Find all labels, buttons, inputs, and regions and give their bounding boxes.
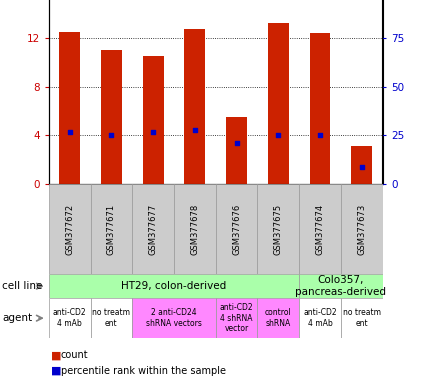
Point	[108, 132, 115, 139]
Text: GSM377675: GSM377675	[274, 204, 283, 255]
Point	[358, 164, 365, 170]
FancyBboxPatch shape	[91, 298, 132, 338]
FancyBboxPatch shape	[91, 184, 132, 274]
FancyBboxPatch shape	[299, 298, 341, 338]
Text: GSM377678: GSM377678	[190, 204, 199, 255]
FancyBboxPatch shape	[258, 184, 299, 274]
FancyBboxPatch shape	[299, 274, 382, 298]
Text: GSM377676: GSM377676	[232, 204, 241, 255]
Text: GSM377677: GSM377677	[149, 204, 158, 255]
FancyBboxPatch shape	[215, 298, 258, 338]
FancyBboxPatch shape	[132, 184, 174, 274]
Point	[317, 132, 323, 139]
Text: GSM377674: GSM377674	[315, 204, 324, 255]
Text: no treatm
ent: no treatm ent	[343, 308, 381, 328]
Text: GSM377673: GSM377673	[357, 204, 366, 255]
FancyBboxPatch shape	[341, 298, 382, 338]
Text: agent: agent	[2, 313, 32, 323]
FancyBboxPatch shape	[49, 274, 299, 298]
Point	[275, 132, 282, 139]
Bar	[184, 30, 205, 184]
Text: no treatm
ent: no treatm ent	[92, 308, 130, 328]
Text: percentile rank within the sample: percentile rank within the sample	[61, 366, 226, 376]
Text: anti-CD2
4 mAb: anti-CD2 4 mAb	[303, 308, 337, 328]
Text: GSM377672: GSM377672	[65, 204, 74, 255]
FancyBboxPatch shape	[299, 184, 341, 274]
Bar	[101, 50, 122, 184]
Text: Colo357,
pancreas-derived: Colo357, pancreas-derived	[295, 275, 386, 297]
Point	[191, 126, 198, 132]
Text: HT29, colon-derived: HT29, colon-derived	[122, 281, 227, 291]
Point	[150, 128, 156, 134]
Text: 2 anti-CD24
shRNA vectors: 2 anti-CD24 shRNA vectors	[146, 308, 202, 328]
Text: anti-CD2
4 shRNA
vector: anti-CD2 4 shRNA vector	[220, 303, 253, 333]
FancyBboxPatch shape	[341, 184, 382, 274]
Text: GSM377671: GSM377671	[107, 204, 116, 255]
Text: count: count	[61, 350, 88, 360]
Bar	[351, 146, 372, 184]
Text: control
shRNA: control shRNA	[265, 308, 292, 328]
Text: ■: ■	[51, 350, 62, 360]
FancyBboxPatch shape	[174, 184, 215, 274]
FancyBboxPatch shape	[49, 298, 91, 338]
Bar	[60, 32, 80, 184]
Bar	[309, 33, 330, 184]
Bar	[268, 23, 289, 184]
FancyBboxPatch shape	[132, 298, 215, 338]
Bar	[143, 56, 164, 184]
Bar	[226, 117, 247, 184]
Text: ■: ■	[51, 366, 62, 376]
Text: anti-CD2
4 mAb: anti-CD2 4 mAb	[53, 308, 87, 328]
FancyBboxPatch shape	[215, 184, 258, 274]
FancyBboxPatch shape	[258, 298, 299, 338]
FancyBboxPatch shape	[49, 184, 91, 274]
Text: cell line: cell line	[2, 281, 42, 291]
Point	[66, 128, 73, 134]
Point	[233, 140, 240, 146]
